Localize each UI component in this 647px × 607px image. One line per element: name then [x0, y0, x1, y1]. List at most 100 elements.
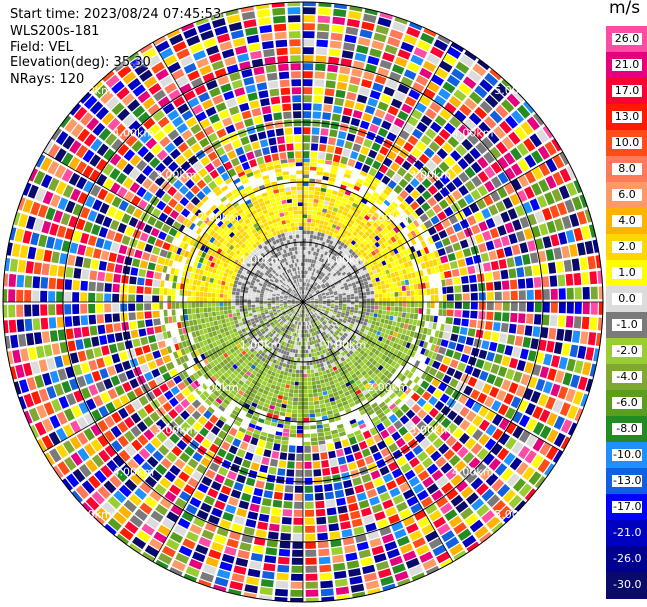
data-gate [224, 378, 231, 385]
noise-gate [56, 291, 64, 302]
data-gate [303, 361, 307, 366]
noise-gate [538, 223, 549, 236]
data-gate [319, 350, 323, 355]
data-gate [311, 291, 316, 295]
data-gate [374, 368, 380, 375]
noise-gate [547, 262, 557, 274]
noise-gate [46, 385, 57, 399]
data-gate [326, 410, 333, 415]
data-gate [404, 318, 410, 324]
noise-gate [121, 464, 134, 477]
noise-gate [34, 421, 47, 436]
data-gate [318, 296, 323, 299]
data-gate [367, 319, 373, 324]
noise-gate [553, 432, 566, 447]
data-gate [336, 345, 341, 350]
data-gate [433, 250, 440, 258]
noise-gate [82, 502, 94, 515]
noise-gate [90, 184, 101, 197]
data-gate [304, 266, 307, 271]
data-gate [354, 302, 359, 305]
noise-gate [545, 249, 555, 261]
data-gate [330, 306, 335, 309]
noise-gate [414, 207, 425, 217]
noise-gate [369, 444, 379, 454]
noise-gate [426, 384, 437, 395]
noise-gate [490, 176, 502, 189]
data-gate [342, 328, 347, 333]
data-gate [210, 393, 218, 400]
data-gate [314, 296, 318, 299]
noise-gate [462, 302, 470, 310]
data-gate [340, 247, 346, 253]
noise-gate [470, 347, 480, 357]
noise-gate [542, 381, 553, 394]
noise-gate [339, 66, 351, 75]
data-gate [319, 342, 323, 347]
data-gate [362, 379, 369, 386]
data-gate [316, 384, 322, 389]
noise-gate [151, 61, 165, 74]
noise-gate [369, 90, 381, 100]
noise-gate [64, 316, 73, 327]
data-gate [325, 343, 329, 348]
data-gate [229, 366, 236, 373]
data-gate [390, 367, 397, 375]
noise-gate [84, 443, 96, 457]
data-gate [348, 196, 355, 202]
noise-gate [468, 457, 481, 470]
data-gate [350, 342, 356, 347]
data-gate [309, 357, 313, 362]
noise-gate [351, 68, 363, 78]
noise-gate [88, 359, 98, 371]
data-gate [332, 327, 337, 331]
data-gate [325, 323, 330, 327]
noise-gate [214, 576, 229, 587]
data-gate [384, 397, 392, 404]
data-gate [331, 344, 336, 349]
noise-gate [334, 570, 347, 579]
noise-gate [348, 461, 357, 471]
data-gate [327, 414, 334, 419]
data-gate [388, 341, 394, 347]
noise-gate [22, 199, 34, 213]
noise-gate [104, 303, 112, 313]
noise-gate [408, 166, 419, 177]
noise-gate [334, 578, 348, 587]
noise-gate [503, 393, 514, 405]
data-gate [316, 343, 321, 348]
noise-gate [305, 597, 319, 602]
noise-gate [138, 268, 147, 277]
data-gate [371, 181, 379, 188]
noise-gate [144, 243, 154, 253]
data-gate [316, 330, 320, 335]
noise-gate [119, 394, 130, 406]
noise-gate [130, 267, 139, 276]
noise-gate [233, 565, 247, 575]
noise-gate [128, 294, 136, 302]
noise-gate [333, 482, 343, 491]
data-gate [312, 263, 315, 268]
data-gate [303, 254, 306, 258]
noise-gate [386, 548, 400, 559]
noise-gate [97, 419, 109, 433]
noise-gate [365, 522, 377, 533]
data-gate [323, 314, 327, 317]
noise-gate [82, 165, 94, 178]
data-gate [295, 329, 298, 333]
noise-gate [168, 161, 179, 172]
noise-gate [457, 198, 468, 209]
data-gate [285, 363, 290, 369]
data-gate [340, 336, 345, 342]
noise-gate [384, 113, 396, 123]
noise-gate [162, 155, 174, 167]
noise-gate [139, 481, 152, 494]
noise-gate [303, 103, 312, 111]
noise-gate [540, 263, 549, 275]
data-gate [202, 390, 210, 398]
noise-gate [447, 410, 458, 421]
noise-gate [531, 182, 543, 196]
noise-gate [571, 258, 580, 271]
data-gate [324, 318, 329, 322]
data-gate [327, 364, 333, 369]
